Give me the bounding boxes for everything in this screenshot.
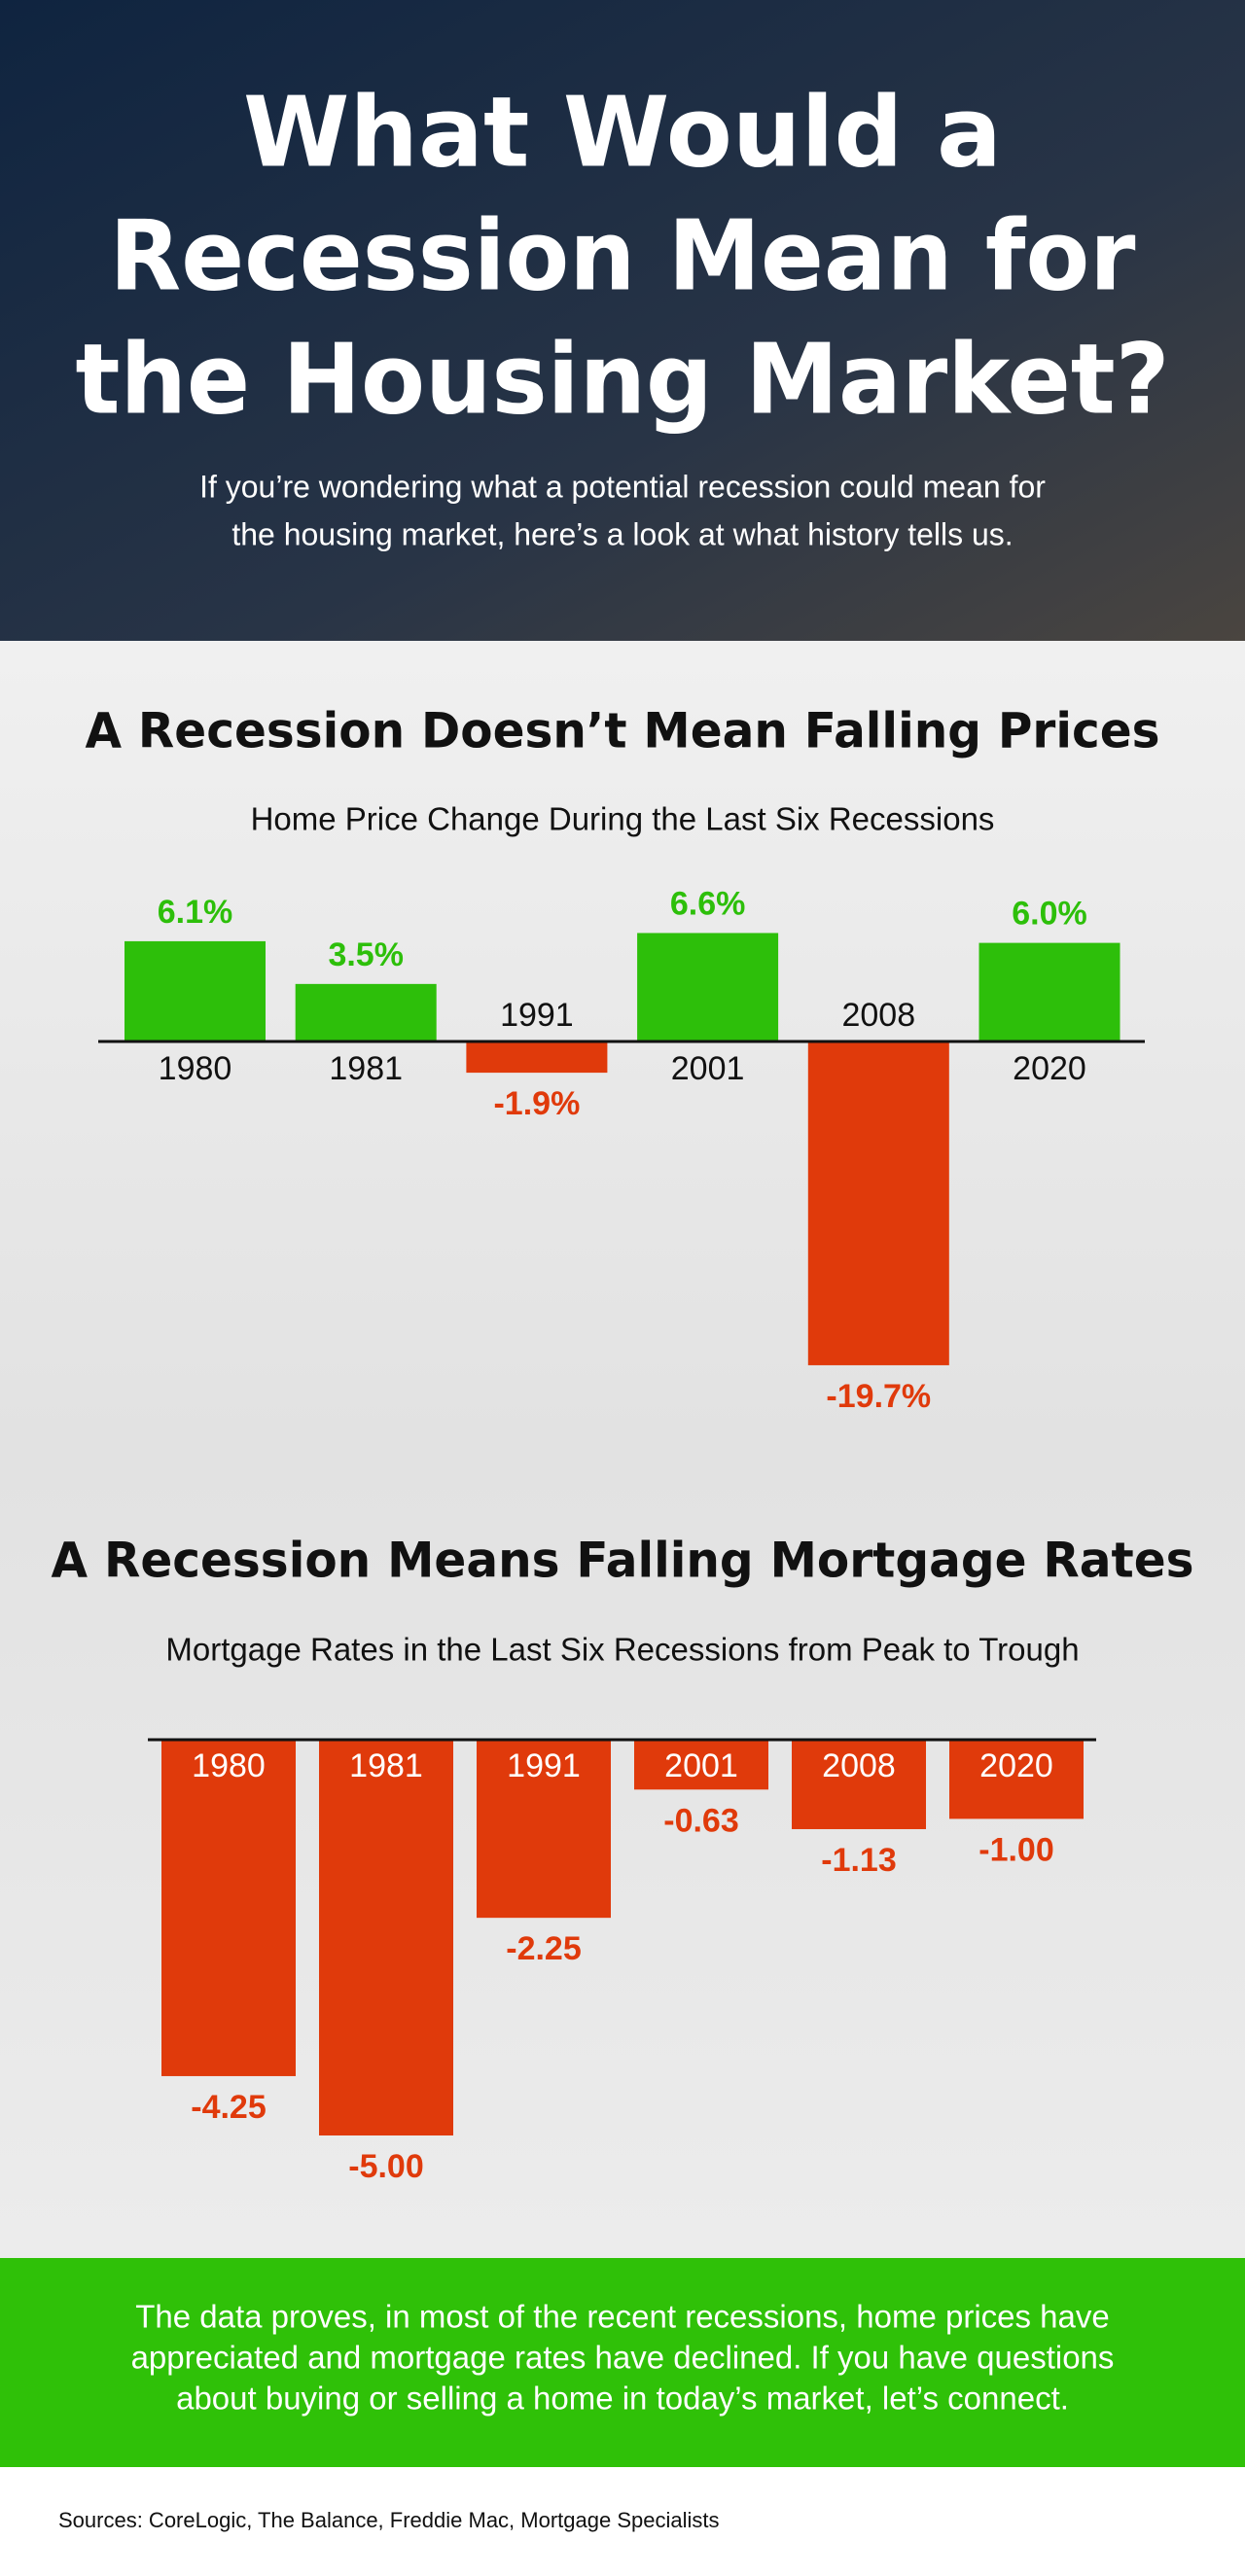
bar: [466, 1041, 608, 1074]
chart-title: A Recession Doesn’t Mean Falling Prices: [86, 703, 1160, 759]
footer-line: The data proves, in most of the recent r…: [135, 2299, 1110, 2335]
category-label: 2020: [1013, 1050, 1086, 1087]
bar: [161, 1740, 296, 2076]
value-label: -1.13: [821, 1842, 897, 1879]
bar: [124, 940, 266, 1041]
value-label: 3.5%: [328, 936, 404, 973]
value-label: -0.63: [663, 1802, 739, 1839]
footer-line: appreciated and mortgage rates have decl…: [131, 2340, 1115, 2376]
category-label: 2001: [671, 1050, 745, 1087]
category-label: 2008: [841, 997, 915, 1034]
category-label: 1991: [507, 1747, 581, 1784]
category-label: 1980: [159, 1050, 232, 1087]
value-label: -2.25: [506, 1930, 582, 1967]
bar: [634, 1740, 768, 1790]
bar: [477, 1740, 611, 1919]
subtitle-line: If you’re wondering what a potential rec…: [199, 469, 1046, 504]
value-label: 6.1%: [158, 894, 233, 931]
title-line: the Housing Market?: [76, 322, 1170, 436]
category-label: 1981: [329, 1050, 403, 1087]
category-label: 1981: [349, 1747, 423, 1784]
value-label: 6.6%: [670, 885, 746, 922]
bar: [949, 1740, 1084, 1819]
category-label: 1980: [192, 1747, 266, 1784]
value-label: -5.00: [348, 2148, 424, 2185]
category-label: 1991: [500, 997, 574, 1034]
sources: Sources: CoreLogic, The Balance, Freddie…: [58, 2508, 720, 2532]
chart-subtitle: Home Price Change During the Last Six Re…: [251, 801, 995, 837]
value-label: -4.25: [191, 2089, 267, 2126]
title-line: What Would a: [243, 75, 1002, 189]
category-label: 2008: [822, 1747, 896, 1784]
bar: [807, 1041, 949, 1365]
bar: [978, 942, 1120, 1041]
sources-bg: [0, 2467, 1245, 2576]
header-bg: [0, 0, 1245, 641]
bar: [637, 933, 779, 1041]
value-label: -19.7%: [826, 1378, 931, 1415]
title-line: Recession Mean for: [110, 198, 1137, 312]
footer-line: about buying or selling a home in today’…: [176, 2381, 1069, 2417]
bar: [792, 1740, 926, 1829]
chart-subtitle: Mortgage Rates in the Last Six Recession…: [165, 1632, 1079, 1668]
category-label: 2001: [664, 1747, 738, 1784]
subtitle-line: the housing market, here’s a look at wha…: [231, 516, 1013, 551]
value-label: -1.9%: [493, 1085, 580, 1122]
category-label: 2020: [979, 1747, 1053, 1784]
bar: [295, 983, 437, 1041]
value-label: -1.00: [978, 1831, 1054, 1868]
chart-title: A Recession Means Falling Mortgage Rates: [52, 1533, 1194, 1589]
bar: [319, 1740, 453, 2135]
footer-bg: [0, 2258, 1245, 2467]
value-label: 6.0%: [1012, 896, 1087, 933]
